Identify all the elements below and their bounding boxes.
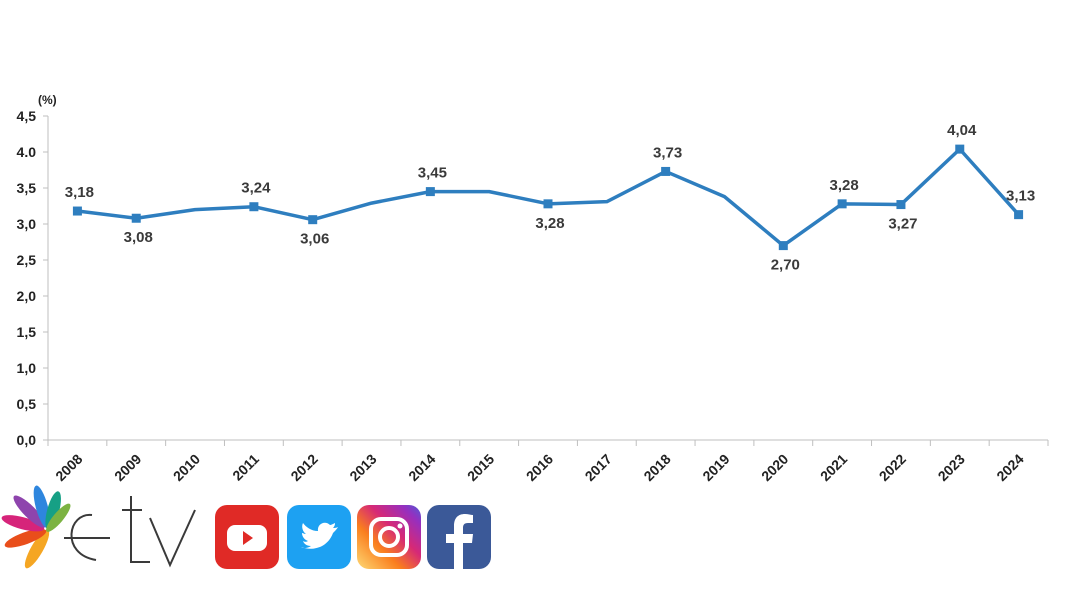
x-tick-label: 2019 [699, 451, 732, 484]
y-tick-label: 4,5 [17, 108, 37, 124]
social-bar: etv [0, 470, 520, 601]
data-label: 3,06 [300, 231, 329, 248]
youtube-icon[interactable] [215, 505, 279, 569]
data-point-marker [661, 166, 671, 176]
x-tick-label: 2017 [582, 451, 615, 484]
y-tick-label: 0,5 [17, 396, 37, 412]
data-point-marker [837, 199, 847, 209]
data-point-marker [131, 213, 141, 223]
data-point-marker [72, 206, 82, 216]
data-point-marker [249, 202, 259, 212]
instagram-icon[interactable] [357, 505, 421, 569]
data-point-marker [896, 200, 906, 210]
y-tick-label: 2,5 [17, 252, 37, 268]
y-unit-label: (%) [38, 93, 57, 107]
data-label: 3,13 [1006, 188, 1035, 205]
data-label: 4,04 [947, 122, 977, 139]
y-tick-label: 0,0 [17, 432, 37, 448]
data-point-marker [955, 144, 965, 154]
data-label: 3,24 [241, 180, 271, 197]
data-point-marker [778, 241, 788, 251]
data-point-marker [308, 215, 318, 225]
data-point-marker [425, 187, 435, 197]
y-tick-label: 3,5 [17, 180, 37, 196]
data-label: 3,45 [418, 165, 447, 182]
x-tick-label: 2023 [935, 451, 968, 484]
data-label: 3,18 [65, 184, 94, 201]
data-label: 2,70 [771, 257, 800, 274]
etv-logo [1, 485, 200, 577]
data-label: 3,28 [535, 215, 564, 232]
y-tick-label: 1,5 [17, 324, 37, 340]
data-label: 3,73 [653, 144, 682, 161]
y-tick-label: 3,0 [17, 216, 37, 232]
y-tick-label: 2,0 [17, 288, 37, 304]
data-point-marker [543, 199, 553, 209]
data-label: 3,08 [124, 229, 153, 246]
x-tick-label: 2016 [523, 451, 556, 484]
x-tick-label: 2022 [876, 451, 909, 484]
twitter-icon[interactable] [287, 505, 351, 569]
y-tick-label: 4.0 [17, 144, 37, 160]
x-tick-label: 2018 [640, 451, 673, 484]
data-label: 3,27 [888, 216, 917, 233]
data-point-marker [1014, 210, 1024, 220]
x-tick-label: 2021 [817, 451, 850, 484]
x-tick-label: 2020 [758, 451, 791, 484]
facebook-icon[interactable] [427, 505, 491, 569]
x-tick-label: 2024 [993, 451, 1026, 484]
data-label: 3,28 [830, 177, 859, 194]
y-tick-label: 1,0 [17, 360, 37, 376]
